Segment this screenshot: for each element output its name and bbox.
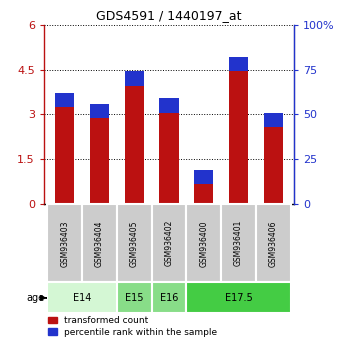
Bar [186, 282, 291, 313]
Bar [55, 93, 74, 107]
Text: GSM936401: GSM936401 [234, 220, 243, 267]
Bar [152, 282, 186, 313]
Bar [47, 204, 82, 282]
Bar [47, 282, 117, 313]
Text: age: age [26, 293, 45, 303]
Bar [264, 116, 283, 204]
Bar [186, 204, 221, 282]
Bar [264, 113, 283, 127]
Bar [194, 170, 213, 184]
Text: GSM936400: GSM936400 [199, 220, 208, 267]
Text: GSM936404: GSM936404 [95, 220, 104, 267]
Text: GSM936402: GSM936402 [165, 220, 173, 267]
Bar [160, 108, 178, 204]
Text: E16: E16 [160, 293, 178, 303]
Bar [160, 98, 178, 113]
Text: GSM936403: GSM936403 [60, 220, 69, 267]
Bar [55, 104, 74, 204]
Text: GSM936405: GSM936405 [130, 220, 139, 267]
Bar [125, 72, 144, 86]
Text: E14: E14 [73, 293, 91, 303]
Text: E17.5: E17.5 [225, 293, 252, 303]
Bar [90, 108, 109, 204]
Bar [221, 204, 256, 282]
Bar [194, 170, 213, 204]
Bar [125, 71, 144, 204]
Text: GSM936406: GSM936406 [269, 220, 278, 267]
Bar [152, 204, 186, 282]
Bar [117, 282, 152, 313]
Bar [90, 104, 109, 118]
Bar [229, 57, 248, 72]
Text: E15: E15 [125, 293, 144, 303]
Bar [229, 65, 248, 204]
Bar [256, 204, 291, 282]
Legend: transformed count, percentile rank within the sample: transformed count, percentile rank withi… [48, 316, 217, 337]
Bar [117, 204, 152, 282]
Title: GDS4591 / 1440197_at: GDS4591 / 1440197_at [96, 9, 242, 22]
Bar [82, 204, 117, 282]
